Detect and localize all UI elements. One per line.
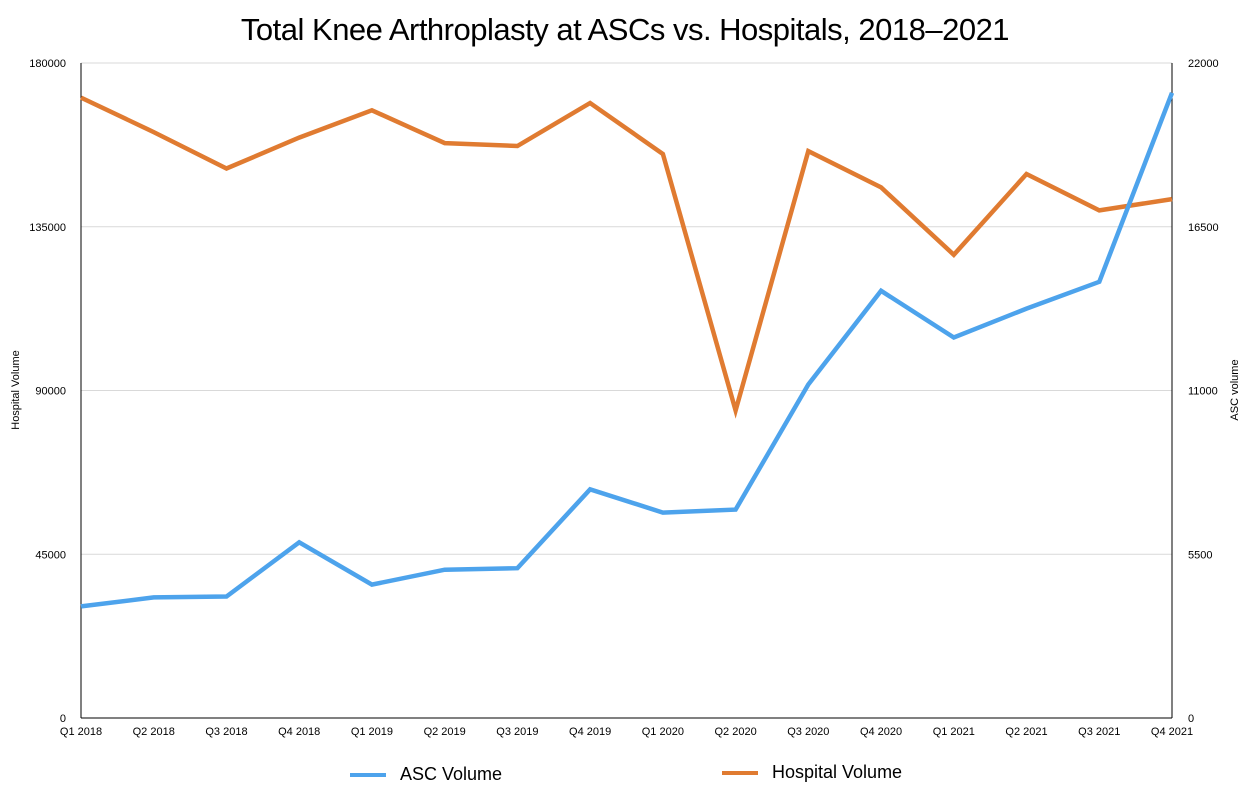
right-tick-label: 11000 bbox=[1188, 386, 1218, 398]
hospital-volume-line bbox=[80, 95, 1173, 419]
left-tick-label: 90000 bbox=[35, 386, 66, 398]
axes bbox=[80, 63, 1173, 719]
asc-volume-line bbox=[80, 91, 1175, 609]
x-tick-label: Q3 2021 bbox=[1078, 726, 1120, 738]
chart-title: Total Knee Arthroplasty at ASCs vs. Hosp… bbox=[240, 12, 1010, 47]
left-axis-title: Hospital Volume bbox=[10, 350, 22, 430]
left-tick-label: 180000 bbox=[29, 58, 66, 70]
x-tick-label: Q1 2019 bbox=[351, 726, 393, 738]
right-tick-label: 0 bbox=[1188, 713, 1194, 725]
gridlines bbox=[81, 62, 1172, 555]
left-tick-label: 135000 bbox=[29, 222, 66, 234]
legend-hospital: Hospital Volume bbox=[722, 762, 902, 783]
legend-asc-swatch bbox=[350, 772, 386, 777]
tick-labels: 0 45000 90000 135000 180000 0 5500 11000 16500 22… bbox=[29, 58, 1218, 738]
left-tick-label: 0 bbox=[60, 713, 66, 725]
x-tick-label: Q3 2020 bbox=[787, 726, 829, 738]
x-tick-label: Q1 2018 bbox=[60, 726, 102, 738]
x-tick-label: Q3 2019 bbox=[496, 726, 538, 738]
x-tick-label: Q2 2020 bbox=[714, 726, 756, 738]
legend-asc-label: ASC Volume bbox=[400, 764, 503, 784]
x-tick-label: Q4 2019 bbox=[569, 726, 611, 738]
x-tick-label: Q4 2018 bbox=[278, 726, 320, 738]
legend-hospital-swatch bbox=[722, 770, 758, 775]
right-tick-label: 16500 bbox=[1188, 222, 1219, 234]
legend-hospital-label: Hospital Volume bbox=[772, 762, 903, 782]
right-tick-label: 5500 bbox=[1188, 549, 1212, 561]
series-lines bbox=[80, 91, 1175, 609]
x-tick-label: Q4 2021 bbox=[1151, 726, 1193, 738]
right-tick-label: 22000 bbox=[1188, 58, 1219, 70]
x-tick-label: Q2 2018 bbox=[133, 726, 175, 738]
x-tick-label: Q1 2021 bbox=[933, 726, 975, 738]
legend-asc: ASC Volume bbox=[350, 764, 502, 785]
x-tick-label: Q3 2018 bbox=[205, 726, 247, 738]
x-tick-label: Q2 2021 bbox=[1005, 726, 1047, 738]
x-tick-label: Q4 2020 bbox=[860, 726, 902, 738]
left-tick-label: 45000 bbox=[35, 549, 66, 561]
right-axis-title: ASC volume bbox=[1229, 359, 1241, 420]
x-tick-label: Q1 2020 bbox=[642, 726, 684, 738]
x-tick-label: Q2 2019 bbox=[424, 726, 466, 738]
